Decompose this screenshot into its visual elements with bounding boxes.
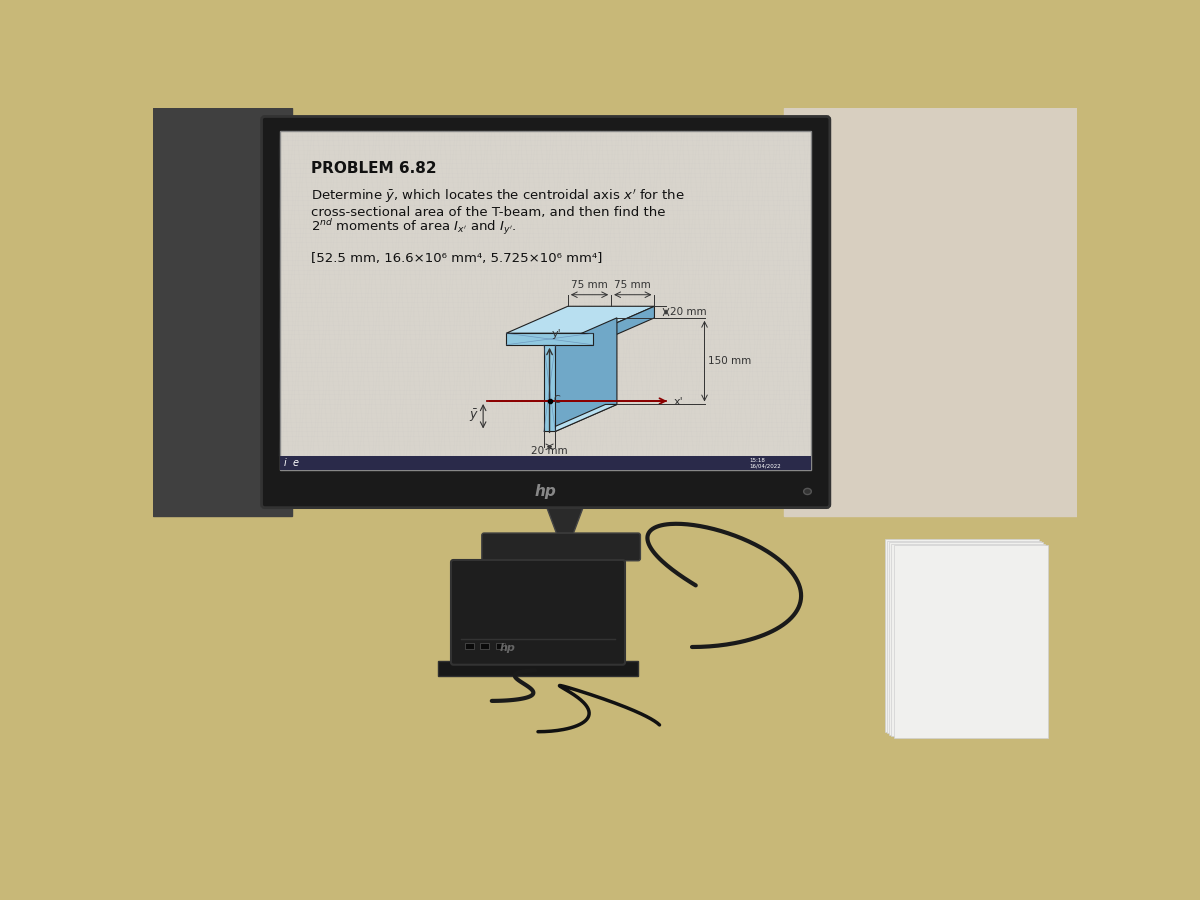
Text: $2^{nd}$ moments of area $I_{x'}$ and $I_{y'}$.: $2^{nd}$ moments of area $I_{x'}$ and $I… (311, 218, 516, 238)
Text: C: C (553, 395, 560, 405)
Bar (480, 644, 490, 649)
Text: hp: hp (499, 643, 515, 652)
Bar (889, 543, 1043, 734)
Text: [52.5 mm, 16.6×10⁶ mm⁴, 5.725×10⁶ mm⁴]: [52.5 mm, 16.6×10⁶ mm⁴, 5.725×10⁶ mm⁴] (311, 252, 602, 265)
Bar (265, 478, 827, 505)
Bar (892, 544, 1045, 736)
Polygon shape (544, 345, 556, 431)
Text: 20 mm: 20 mm (670, 307, 707, 317)
Text: 20 mm: 20 mm (532, 446, 568, 456)
Bar (894, 545, 1048, 738)
Polygon shape (544, 404, 617, 431)
Text: i  e: i e (284, 458, 299, 468)
FancyBboxPatch shape (451, 560, 625, 665)
Text: cross-sectional area of the T-beam, and then find the: cross-sectional area of the T-beam, and … (311, 206, 665, 219)
Text: PROBLEM 6.82: PROBLEM 6.82 (311, 161, 437, 176)
Bar (884, 539, 1038, 732)
Polygon shape (506, 333, 593, 345)
Text: $\bar{y}$: $\bar{y}$ (469, 408, 479, 425)
Bar (154, 485, 1078, 801)
Bar (280, 456, 811, 470)
FancyBboxPatch shape (481, 533, 641, 561)
Bar (785, 108, 1078, 516)
Polygon shape (546, 505, 584, 536)
Text: 75 mm: 75 mm (571, 280, 608, 290)
Polygon shape (593, 306, 654, 345)
Bar (280, 131, 811, 470)
Bar (438, 661, 638, 676)
Text: Determine $\bar{y}$, which locates the centroidal axis $x'$ for the: Determine $\bar{y}$, which locates the c… (311, 188, 684, 205)
Bar (815, 131, 877, 470)
FancyBboxPatch shape (262, 116, 830, 508)
Text: hp: hp (535, 484, 557, 499)
Text: 75 mm: 75 mm (614, 280, 652, 290)
Ellipse shape (804, 489, 811, 494)
Bar (154, 108, 292, 516)
Polygon shape (506, 306, 654, 333)
Bar (496, 644, 505, 649)
Text: y': y' (552, 329, 562, 339)
Text: 15:18
16/04/2022: 15:18 16/04/2022 (750, 457, 781, 468)
Polygon shape (556, 318, 617, 431)
Text: x': x' (673, 397, 684, 407)
Bar (464, 644, 474, 649)
Bar (887, 541, 1040, 734)
Text: 150 mm: 150 mm (708, 356, 751, 366)
